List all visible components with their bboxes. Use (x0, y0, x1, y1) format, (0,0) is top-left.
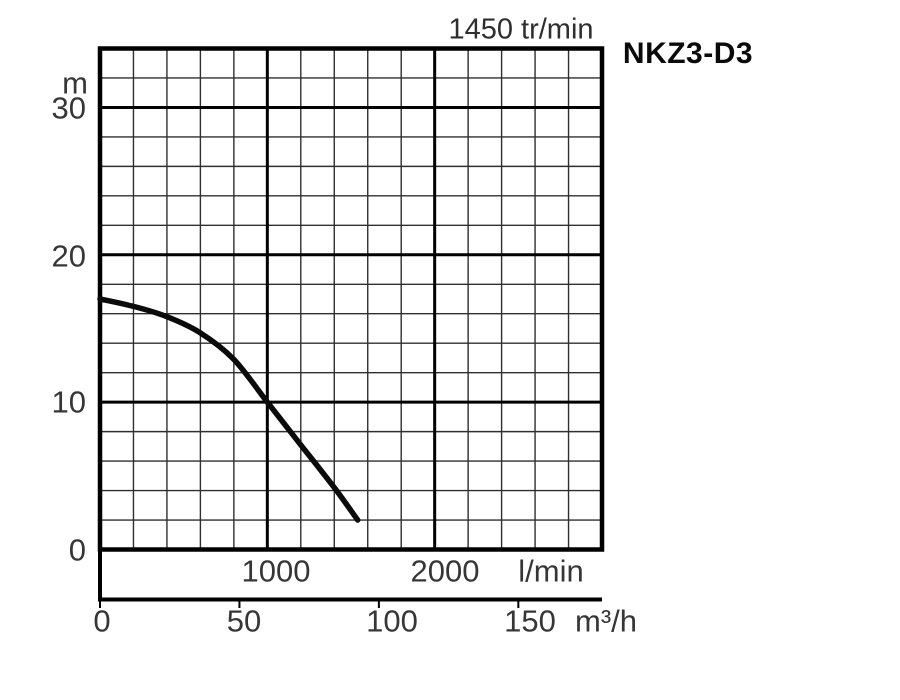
y-tick-label-20: 20 (51, 238, 86, 274)
plot-border (97, 46, 605, 552)
y-tick-label-0: 0 (68, 532, 86, 568)
chart-title: 1450 tr/min (448, 13, 594, 46)
m3h-tick-label-150: 150 (504, 603, 556, 639)
lmin-tick-label-2000: 2000 (410, 553, 480, 589)
m3h-tick-label-100: 100 (366, 603, 418, 639)
lmin-unit-label: l/min (518, 553, 584, 589)
m3h-tick-label-50: 50 (226, 603, 262, 639)
lmin-tick-label-1000: 1000 (241, 553, 311, 589)
y-tick-label-30: 30 (51, 90, 86, 126)
grid-major-lines (100, 48, 602, 550)
y-axis-unit-label: m (62, 65, 88, 101)
grid-minor-lines (100, 48, 602, 550)
pump-model-label: NKZ3-D3 (622, 37, 754, 70)
head-flow-curve (97, 296, 361, 523)
m3h-axis (98, 549, 602, 608)
m3h-tick-label-0: 0 (93, 603, 111, 639)
y-tick-label-10: 10 (51, 384, 86, 420)
m3h-unit-label: m³/h (575, 603, 637, 639)
